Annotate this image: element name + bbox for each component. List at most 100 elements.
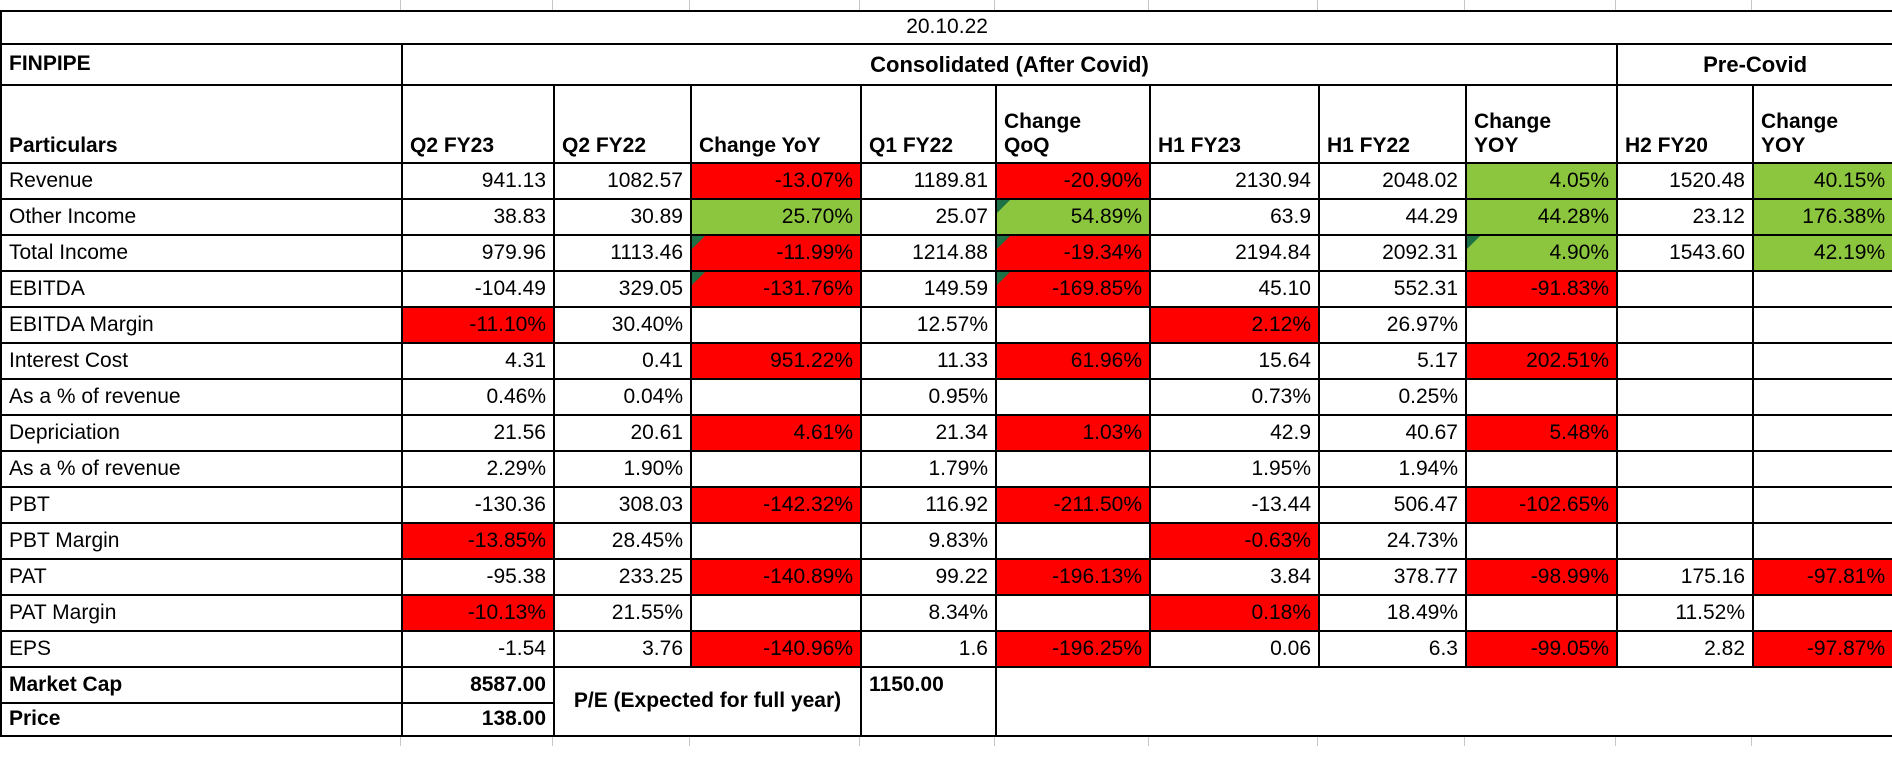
data-cell[interactable]: -98.99% — [1465, 558, 1618, 596]
data-cell[interactable]: 12.57% — [860, 306, 997, 344]
header-particulars-cell[interactable]: Particulars — [0, 84, 403, 164]
data-cell[interactable]: 15.64 — [1149, 342, 1320, 380]
data-cell[interactable]: -130.36 — [401, 486, 555, 524]
data-cell[interactable]: 40.67 — [1318, 414, 1467, 452]
data-cell[interactable] — [1751, 594, 1892, 632]
data-cell[interactable]: 21.56 — [401, 414, 555, 452]
data-cell[interactable]: 3.76 — [553, 630, 692, 668]
data-cell[interactable]: 1543.60 — [1616, 234, 1754, 272]
data-cell[interactable]: 5.17 — [1318, 342, 1467, 380]
data-cell[interactable] — [1751, 450, 1892, 488]
data-cell[interactable] — [1616, 270, 1754, 308]
row-label-cell[interactable]: Interest Cost — [0, 342, 403, 380]
row-label-cell[interactable]: EBITDA — [0, 270, 403, 308]
data-cell[interactable]: 2130.94 — [1149, 162, 1320, 200]
data-cell[interactable]: -91.83% — [1465, 270, 1618, 308]
section-consolidated-cell[interactable]: Consolidated (After Covid) — [401, 43, 1618, 86]
date-cell[interactable]: 20.10.22 — [0, 10, 1892, 45]
data-cell[interactable]: -140.96% — [690, 630, 862, 668]
data-cell[interactable]: 30.40% — [553, 306, 692, 344]
data-cell[interactable]: 378.77 — [1318, 558, 1467, 596]
data-cell[interactable]: 1.95% — [1149, 450, 1320, 488]
data-cell[interactable]: 1113.46 — [553, 234, 692, 272]
data-cell[interactable]: 26.97% — [1318, 306, 1467, 344]
data-cell[interactable] — [1616, 486, 1754, 524]
column-header-cell[interactable]: Q2 FY23 — [401, 84, 555, 164]
data-cell[interactable]: -131.76% — [690, 270, 862, 308]
data-cell[interactable]: 1.79% — [860, 450, 997, 488]
data-cell[interactable]: 11.33 — [860, 342, 997, 380]
data-cell[interactable]: 0.41 — [553, 342, 692, 380]
data-cell[interactable] — [1616, 522, 1754, 560]
data-cell[interactable]: 116.92 — [860, 486, 997, 524]
row-label-cell[interactable]: Other Income — [0, 198, 403, 236]
data-cell[interactable]: 42.19% — [1751, 234, 1892, 272]
data-cell[interactable]: 979.96 — [401, 234, 555, 272]
data-cell[interactable] — [995, 594, 1151, 632]
data-cell[interactable]: 18.49% — [1318, 594, 1467, 632]
data-cell[interactable]: 2194.84 — [1149, 234, 1320, 272]
data-cell[interactable]: 2.29% — [401, 450, 555, 488]
data-cell[interactable]: 175.16 — [1616, 558, 1754, 596]
data-cell[interactable]: -13.85% — [401, 522, 555, 560]
data-cell[interactable]: 329.05 — [553, 270, 692, 308]
data-cell[interactable]: -10.13% — [401, 594, 555, 632]
price-label-cell[interactable]: Price — [0, 702, 403, 737]
column-header-cell[interactable]: H1 FY22 — [1318, 84, 1467, 164]
company-name-cell[interactable]: FINPIPE — [0, 43, 403, 86]
pe-label-cell[interactable]: P/E (Expected for full year) — [553, 666, 862, 737]
data-cell[interactable] — [690, 378, 862, 416]
data-cell[interactable]: 2092.31 — [1318, 234, 1467, 272]
market-cap-value-cell[interactable]: 8587.00 — [401, 666, 555, 704]
data-cell[interactable]: 308.03 — [553, 486, 692, 524]
data-cell[interactable] — [690, 306, 862, 344]
data-cell[interactable]: 25.70% — [690, 198, 862, 236]
data-cell[interactable]: 4.31 — [401, 342, 555, 380]
data-cell[interactable]: -13.44 — [1149, 486, 1320, 524]
data-cell[interactable] — [1751, 306, 1892, 344]
data-cell[interactable]: 5.48% — [1465, 414, 1618, 452]
column-header-cell[interactable]: Change YOY — [1751, 84, 1892, 164]
empty-cell[interactable] — [860, 703, 997, 737]
data-cell[interactable]: 1.03% — [995, 414, 1151, 452]
data-cell[interactable]: -97.81% — [1751, 558, 1892, 596]
data-cell[interactable]: -97.87% — [1751, 630, 1892, 668]
data-cell[interactable]: 42.9 — [1149, 414, 1320, 452]
data-cell[interactable] — [690, 450, 862, 488]
data-cell[interactable]: 0.46% — [401, 378, 555, 416]
data-cell[interactable] — [995, 306, 1151, 344]
data-cell[interactable]: 11.52% — [1616, 594, 1754, 632]
data-cell[interactable]: -13.07% — [690, 162, 862, 200]
data-cell[interactable] — [1751, 486, 1892, 524]
data-cell[interactable] — [1465, 450, 1618, 488]
data-cell[interactable]: 4.61% — [690, 414, 862, 452]
data-cell[interactable]: 54.89% — [995, 198, 1151, 236]
data-cell[interactable] — [1616, 306, 1754, 344]
data-cell[interactable]: -104.49 — [401, 270, 555, 308]
data-cell[interactable]: 21.55% — [553, 594, 692, 632]
data-cell[interactable]: 1082.57 — [553, 162, 692, 200]
data-cell[interactable] — [1751, 342, 1892, 380]
data-cell[interactable]: 941.13 — [401, 162, 555, 200]
data-cell[interactable]: -196.13% — [995, 558, 1151, 596]
data-cell[interactable]: 0.06 — [1149, 630, 1320, 668]
data-cell[interactable] — [995, 522, 1151, 560]
data-cell[interactable]: -211.50% — [995, 486, 1151, 524]
data-cell[interactable]: 44.29 — [1318, 198, 1467, 236]
data-cell[interactable]: 4.90% — [1465, 234, 1618, 272]
data-cell[interactable]: -102.65% — [1465, 486, 1618, 524]
data-cell[interactable]: 233.25 — [553, 558, 692, 596]
data-cell[interactable]: -196.25% — [995, 630, 1151, 668]
data-cell[interactable] — [1751, 414, 1892, 452]
data-cell[interactable]: 0.18% — [1149, 594, 1320, 632]
data-cell[interactable]: 0.73% — [1149, 378, 1320, 416]
data-cell[interactable]: -0.63% — [1149, 522, 1320, 560]
data-cell[interactable]: -1.54 — [401, 630, 555, 668]
data-cell[interactable] — [995, 378, 1151, 416]
row-label-cell[interactable]: PBT — [0, 486, 403, 524]
data-cell[interactable] — [690, 594, 862, 632]
data-cell[interactable]: 63.9 — [1149, 198, 1320, 236]
data-cell[interactable]: 23.12 — [1616, 198, 1754, 236]
data-cell[interactable]: 24.73% — [1318, 522, 1467, 560]
data-cell[interactable] — [1616, 450, 1754, 488]
